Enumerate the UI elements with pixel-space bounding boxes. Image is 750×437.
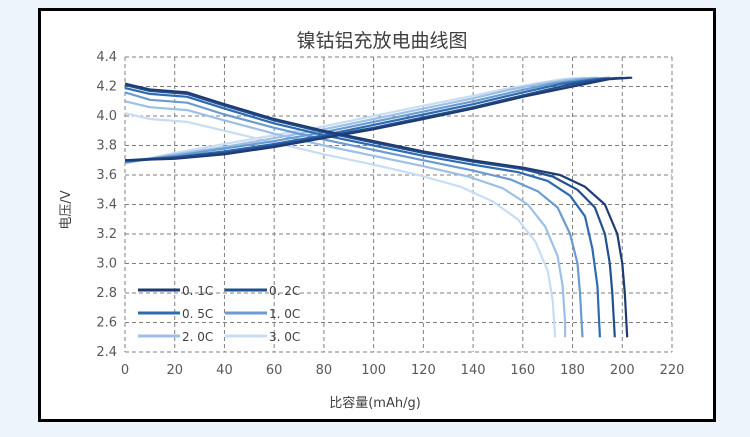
charge-curve [124, 76, 633, 162]
x-tick-label: 180 [560, 363, 585, 378]
charge-curve [124, 76, 630, 162]
y-tick-label: 2.6 [96, 316, 117, 331]
y-tick-label: 3.2 [96, 227, 117, 242]
y-tick-label: 2.4 [96, 345, 117, 360]
x-tick-label: 120 [411, 363, 436, 378]
x-axis-label: 比容量(mAh/g) [329, 395, 421, 411]
charge-curve [124, 76, 598, 165]
discharge-curve [124, 91, 584, 338]
x-tick-label: 100 [361, 363, 386, 378]
x-tick-label: 0 [121, 363, 129, 378]
discharge-curve [124, 86, 601, 338]
legend-label: 2. 0C [182, 330, 213, 344]
grid [124, 56, 673, 353]
y-tick-label: 3.6 [96, 168, 117, 183]
y-tick-label: 3.4 [96, 198, 117, 213]
legend-label: 0. 5C [182, 307, 213, 321]
legend-label: 1. 0C [269, 307, 300, 321]
y-axis-label: 电压/V [59, 190, 74, 229]
charge-curve [124, 76, 610, 163]
chart-title: 镍钴铝充放电曲线图 [296, 30, 467, 52]
charge-curve [124, 76, 623, 163]
x-tick-label: 60 [266, 363, 283, 378]
discharge-curve [124, 112, 557, 338]
x-tick-label: 220 [660, 363, 685, 378]
x-tick-label: 80 [316, 363, 333, 378]
series-lines [124, 76, 633, 338]
legend: 0. 1C 0. 2C 0. 5C 1. 0C 2. 0C 3. 0C [138, 284, 300, 344]
y-tick-label: 3.8 [96, 139, 117, 154]
y-tick-label: 4.4 [96, 50, 117, 65]
x-tick-label: 40 [216, 363, 233, 378]
x-tick-label: 160 [510, 363, 535, 378]
x-tick-labels: 0 20 40 60 80 100 120 140 160 180 200 220 [121, 363, 685, 378]
charge-curve [124, 76, 586, 165]
y-tick-label: 3.0 [96, 257, 117, 272]
x-tick-label: 140 [461, 363, 486, 378]
discharge-curve [124, 82, 629, 338]
discharge-curve [124, 100, 567, 338]
discharge-curve [124, 83, 616, 338]
x-tick-label: 200 [610, 363, 635, 378]
legend-label: 0. 2C [269, 284, 300, 298]
y-tick-labels: 2.4 2.6 2.8 3.0 3.2 3.4 3.6 3.8 4.0 4.2 4.4 [96, 50, 117, 360]
y-tick-label: 4.2 [96, 80, 117, 95]
legend-label: 3. 0C [269, 330, 300, 344]
y-tick-label: 4.0 [96, 109, 117, 124]
legend-label: 0. 1C [182, 284, 213, 298]
x-tick-label: 20 [166, 363, 183, 378]
y-tick-label: 2.8 [96, 286, 117, 301]
